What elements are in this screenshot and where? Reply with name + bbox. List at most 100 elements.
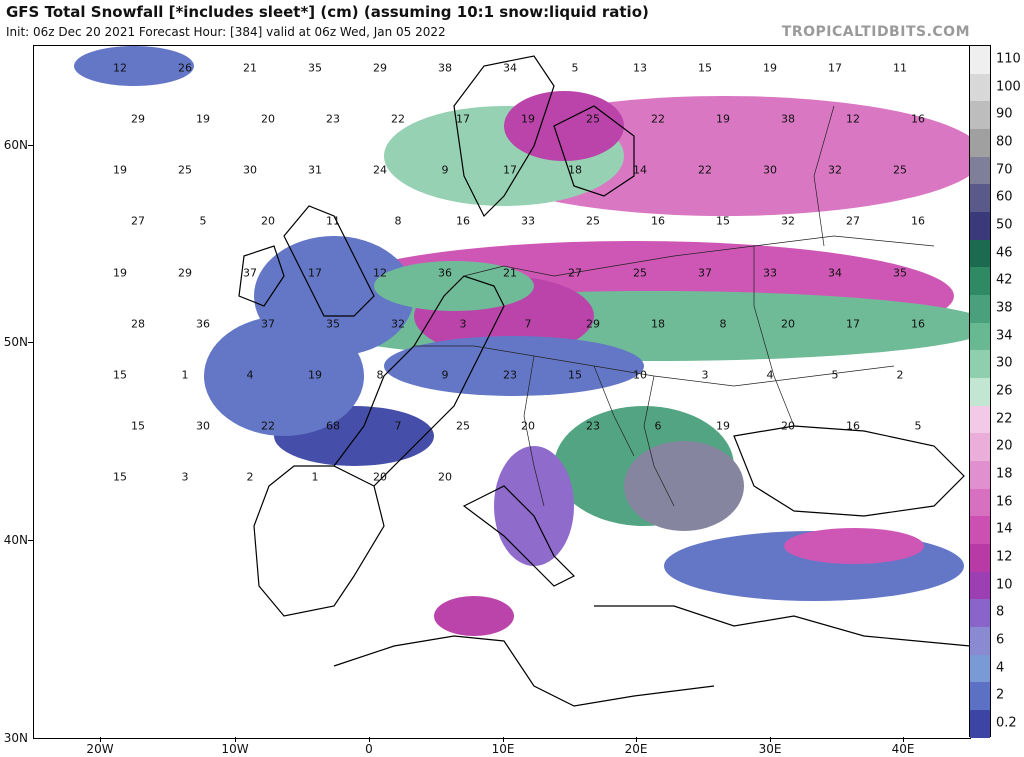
lon-tick: [100, 737, 101, 742]
colorbar-label: 12: [996, 549, 1013, 565]
snowfall-value-label: 5: [571, 61, 579, 75]
snowfall-value-label: 6: [654, 419, 662, 433]
snowfall-value-label: 13: [633, 61, 647, 75]
snowfall-value-label: 20: [521, 419, 535, 433]
snowfall-value-label: 25: [456, 419, 470, 433]
colorbar-swatch: [970, 544, 990, 572]
snowfall-value-label: 26: [178, 61, 192, 75]
snowfall-value-label: 15: [113, 368, 127, 382]
snowfall-value-label: 21: [503, 266, 517, 280]
lat-tick: [28, 342, 33, 343]
snowfall-value-label: 22: [261, 419, 275, 433]
snowfall-value-label: 9: [441, 368, 449, 382]
colorbar-swatch: [970, 710, 990, 738]
snowfall-value-label: 32: [391, 317, 405, 331]
map-title: GFS Total Snowfall [*includes sleet*] (c…: [6, 3, 649, 21]
snowfall-value-label: 23: [326, 112, 340, 126]
snowfall-value-label: 7: [524, 317, 532, 331]
snowfall-value-label: 8: [394, 214, 402, 228]
colorbar-label: 80: [996, 134, 1013, 150]
snowfall-value-label: 25: [586, 112, 600, 126]
snowfall-value-label: 34: [503, 61, 517, 75]
colorbar-swatch: [970, 571, 990, 600]
colorbar-swatch: [970, 682, 990, 711]
snowfall-value-label: 15: [131, 419, 145, 433]
lat-label-60n: 60N: [3, 138, 28, 152]
snowfall-value-label: 34: [828, 266, 842, 280]
snowfall-value-label: 8: [376, 368, 384, 382]
colorbar-label: 46: [996, 245, 1013, 261]
map-graphics: [74, 46, 970, 707]
colorbar-label: 8: [996, 604, 1005, 620]
colorbar-label: 30: [996, 355, 1013, 371]
snowfall-value-label: 29: [178, 266, 192, 280]
snowfall-value-label: 27: [131, 214, 145, 228]
snowfall-value-label: 2: [896, 368, 904, 382]
colorbar-label: 34: [996, 328, 1013, 344]
lon-tick: [235, 737, 236, 742]
snowfall-value-label: 30: [763, 163, 777, 177]
colorbar-swatch: [970, 433, 990, 462]
snowfall-value-label: 38: [438, 61, 452, 75]
lon-tick: [636, 737, 637, 742]
snowfall-value-label: 22: [651, 112, 665, 126]
snowfall-value-label: 22: [698, 163, 712, 177]
snowfall-value-label: 23: [503, 368, 517, 382]
colorbar-swatch: [970, 322, 990, 351]
colorbar-label: 16: [996, 494, 1013, 510]
lat-label-40n: 40N: [3, 533, 28, 547]
snowfall-value-label: 20: [781, 317, 795, 331]
snowfall-value-label: 22: [391, 112, 405, 126]
lon-label-30e: 30E: [758, 742, 782, 756]
snowfall-value-label: 37: [261, 317, 275, 331]
snowfall-value-label: 5: [199, 214, 207, 228]
snowfall-value-label: 30: [196, 419, 210, 433]
lat-tick: [28, 145, 33, 146]
snowfall-value-label: 27: [568, 266, 582, 280]
snowfall-value-label: 17: [456, 112, 470, 126]
lon-tick: [903, 737, 904, 742]
colorbar-label: 20: [996, 438, 1013, 454]
snowfall-value-label: 33: [763, 266, 777, 280]
snowfall-value-label: 19: [113, 266, 127, 280]
colorbar-swatch: [970, 46, 990, 74]
snowfall-value-label: 12: [373, 266, 387, 280]
snowfall-value-label: 25: [178, 163, 192, 177]
colorbar-swatch: [970, 516, 990, 545]
colorbar-swatch: [970, 295, 990, 323]
snowfall-value-label: 8: [719, 317, 727, 331]
colorbar-label: 14: [996, 521, 1013, 537]
lon-tick: [503, 737, 504, 742]
snowfall-map: [33, 45, 971, 739]
snowfall-value-label: 19: [113, 163, 127, 177]
snowfall-value-label: 11: [326, 214, 340, 228]
snowfall-value-label: 17: [828, 61, 842, 75]
snowfall-value-label: 35: [308, 61, 322, 75]
lat-label-50n: 50N: [3, 335, 28, 349]
snowfall-value-label: 1: [181, 368, 189, 382]
snowfall-value-label: 32: [828, 163, 842, 177]
snowfall-value-label: 37: [698, 266, 712, 280]
snowfall-value-label: 16: [911, 214, 925, 228]
snowfall-value-label: 17: [503, 163, 517, 177]
snowfall-value-label: 15: [716, 214, 730, 228]
snowfall-value-label: 12: [846, 112, 860, 126]
snowfall-value-label: 17: [308, 266, 322, 280]
colorbar-label: 50: [996, 217, 1013, 233]
snowfall-value-label: 32: [781, 214, 795, 228]
snowfall-value-label: 20: [261, 214, 275, 228]
colorbar-label: 90: [996, 106, 1013, 122]
colorbar-label: 42: [996, 272, 1013, 288]
snowfall-value-label: 27: [846, 214, 860, 228]
colorbar-label: 70: [996, 162, 1013, 178]
colorbar-swatch: [970, 378, 990, 406]
colorbar-label: 60: [996, 189, 1013, 205]
snowfall-value-label: 17: [846, 317, 860, 331]
lon-label-20w: 20W: [86, 742, 114, 756]
snowfall-value-label: 16: [846, 419, 860, 433]
colorbar-swatch: [970, 212, 990, 240]
snowfall-value-label: 2: [246, 470, 254, 484]
lon-label-10e: 10E: [491, 742, 515, 756]
colorbar-label: 38: [996, 300, 1013, 316]
snowfall-value-label: 20: [438, 470, 452, 484]
